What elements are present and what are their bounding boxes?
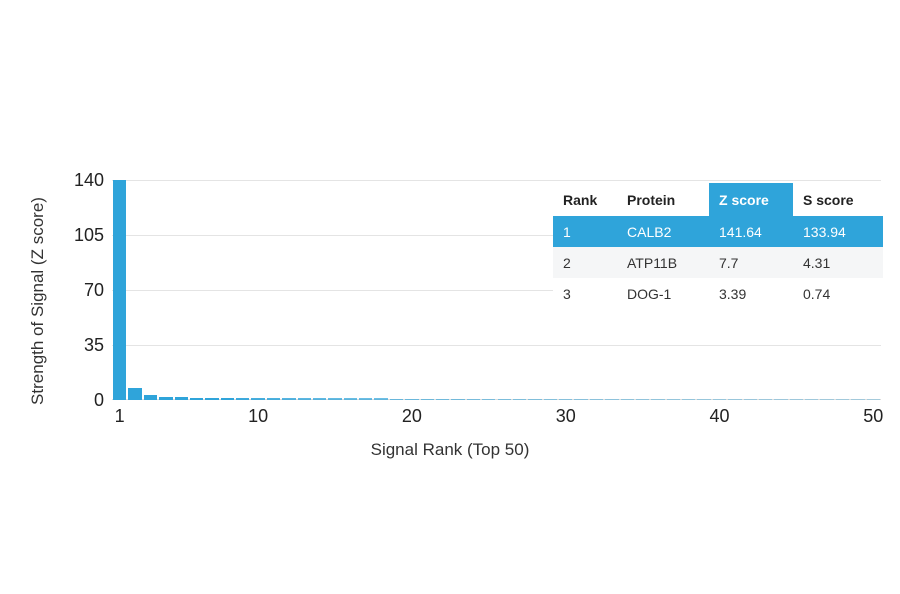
y-tick-0: 0 xyxy=(93,390,104,410)
bar-rank-23 xyxy=(451,398,465,400)
x-axis-label: Signal Rank (Top 50) xyxy=(370,440,530,459)
table-cell: CALB2 xyxy=(627,223,672,240)
table-cell: 3 xyxy=(563,285,571,302)
x-tick-30: 30 xyxy=(555,406,576,426)
table-row-calb2: 1 CALB2 141.64 133.94 xyxy=(553,216,883,247)
bar-rank-34 xyxy=(620,399,634,400)
bar-rank-35 xyxy=(635,399,650,400)
gridline-y-105 xyxy=(112,235,881,236)
bar-rank-7 xyxy=(205,397,219,400)
bar-rank-1 xyxy=(113,180,127,400)
bar-rank-44 xyxy=(774,399,788,400)
bar-rank-13 xyxy=(297,398,311,400)
bar-rank-24 xyxy=(466,398,481,400)
bar-rank-33 xyxy=(605,398,619,400)
table-cell: 4.31 xyxy=(803,254,831,271)
bar-rank-37 xyxy=(666,399,681,400)
bar-rank-16 xyxy=(343,398,358,400)
table-row-atp11b: 2 ATP11B 7.7 4.31 xyxy=(553,247,883,278)
bar-rank-25 xyxy=(482,398,496,400)
table-header-s-score: S score xyxy=(803,191,854,208)
bar-rank-20 xyxy=(405,398,419,400)
bar-rank-43 xyxy=(758,399,773,400)
y-tick-70: 70 xyxy=(83,280,104,300)
plot-area xyxy=(112,180,881,400)
table-cell: 141.64 xyxy=(719,223,762,240)
bar-rank-47 xyxy=(820,399,834,400)
x-tick-10: 10 xyxy=(248,406,269,426)
bar-rank-48 xyxy=(835,399,850,400)
bar-rank-41 xyxy=(728,399,742,400)
table-cell: 1 xyxy=(563,223,571,240)
table-cell: 133.94 xyxy=(803,223,846,240)
bar-rank-26 xyxy=(497,398,511,400)
table-cell: 3.39 xyxy=(719,285,747,302)
bar-rank-40 xyxy=(712,399,727,400)
bar-rank-8 xyxy=(220,397,235,400)
bar-rank-2 xyxy=(128,387,142,400)
bar-rank-30 xyxy=(559,398,573,400)
bar-rank-18 xyxy=(374,398,388,400)
y-axis-label: Strength of Signal (Z score) xyxy=(28,197,47,405)
x-tick-50: 50 xyxy=(863,406,884,426)
bar-rank-19 xyxy=(389,398,404,400)
bar-rank-28 xyxy=(528,398,542,400)
bar-rank-17 xyxy=(359,398,373,400)
table-cell: 7.7 xyxy=(719,254,739,271)
bar-rank-49 xyxy=(851,399,865,400)
bar-rank-3 xyxy=(143,394,158,400)
table-cell: ATP11B xyxy=(627,254,678,271)
bar-rank-50 xyxy=(866,399,880,400)
y-tick-35: 35 xyxy=(83,335,104,355)
table-cell: 0.74 xyxy=(803,285,831,302)
x-tick-20: 20 xyxy=(401,406,422,426)
gridline-y-70 xyxy=(112,290,881,291)
bar-rank-29 xyxy=(543,398,557,400)
x-axis-line xyxy=(112,399,881,400)
bar-rank-45 xyxy=(789,399,804,400)
bar-rank-46 xyxy=(805,399,819,400)
table-header-rank: Rank xyxy=(563,191,598,208)
bar-rank-14 xyxy=(312,398,327,400)
bar-rank-22 xyxy=(435,398,450,400)
table-header-row: Rank Protein Z score S score xyxy=(553,183,883,216)
bar-rank-36 xyxy=(651,399,665,400)
bar-rank-10 xyxy=(251,398,265,400)
table-cell: 2 xyxy=(563,254,571,271)
bar-rank-11 xyxy=(266,398,281,400)
bar-rank-5 xyxy=(174,397,188,400)
bar-rank-27 xyxy=(512,398,527,400)
protein-score-table: Rank Protein Z score S score 1 CALB2 141.64 133… xyxy=(553,183,883,309)
bar-rank-4 xyxy=(159,397,173,400)
bar-rank-31 xyxy=(574,398,588,400)
table-header-z-score: Z score xyxy=(709,183,793,216)
bar-rank-32 xyxy=(589,398,604,400)
gridline-y-140 xyxy=(112,180,881,181)
bar-rank-15 xyxy=(328,398,342,400)
gridline-y-35 xyxy=(112,345,881,346)
table-cell: DOG-1 xyxy=(627,285,672,302)
x-tick-40: 40 xyxy=(709,406,730,426)
table-row-dog-1: 3 DOG-1 3.39 0.74 xyxy=(553,278,883,309)
table-header-protein: Protein xyxy=(627,191,676,208)
x-tick-1: 1 xyxy=(114,406,125,426)
bar-rank-38 xyxy=(682,399,696,400)
bar-rank-39 xyxy=(697,399,711,400)
y-tick-105: 105 xyxy=(73,225,104,245)
bar-rank-9 xyxy=(236,397,250,400)
bar-rank-42 xyxy=(743,399,757,400)
bar-rank-6 xyxy=(189,397,204,400)
bar-rank-12 xyxy=(282,398,296,400)
y-tick-140: 140 xyxy=(73,170,104,190)
bar-rank-21 xyxy=(420,398,434,400)
